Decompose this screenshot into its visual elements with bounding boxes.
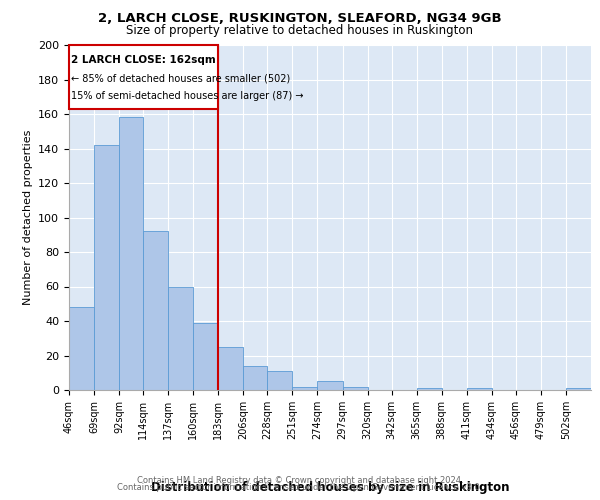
Y-axis label: Number of detached properties: Number of detached properties: [23, 130, 32, 305]
Bar: [268, 371, 292, 390]
Bar: [119, 118, 143, 390]
X-axis label: Distribution of detached houses by size in Ruskington: Distribution of detached houses by size …: [151, 481, 509, 494]
Text: 2 LARCH CLOSE: 162sqm: 2 LARCH CLOSE: 162sqm: [71, 54, 216, 64]
Text: 2, LARCH CLOSE, RUSKINGTON, SLEAFORD, NG34 9GB: 2, LARCH CLOSE, RUSKINGTON, SLEAFORD, NG…: [98, 12, 502, 26]
Bar: [317, 382, 343, 390]
Bar: [193, 322, 218, 390]
Text: ← 85% of detached houses are smaller (502): ← 85% of detached houses are smaller (50…: [71, 74, 290, 84]
Bar: [69, 307, 94, 390]
Bar: [416, 388, 442, 390]
Bar: [94, 145, 119, 390]
Bar: [343, 386, 368, 390]
Text: 15% of semi-detached houses are larger (87) →: 15% of semi-detached houses are larger (…: [71, 91, 303, 101]
Text: Contains public sector information licensed under the Open Government Licence v3: Contains public sector information licen…: [118, 484, 482, 492]
Bar: [143, 232, 168, 390]
Bar: [292, 386, 317, 390]
Bar: [69, 45, 218, 109]
Text: Contains HM Land Registry data © Crown copyright and database right 2024.: Contains HM Land Registry data © Crown c…: [137, 476, 463, 485]
Bar: [467, 388, 492, 390]
Bar: [244, 366, 268, 390]
Bar: [168, 286, 193, 390]
Bar: [218, 347, 244, 390]
Text: Size of property relative to detached houses in Ruskington: Size of property relative to detached ho…: [127, 24, 473, 37]
Bar: [566, 388, 591, 390]
